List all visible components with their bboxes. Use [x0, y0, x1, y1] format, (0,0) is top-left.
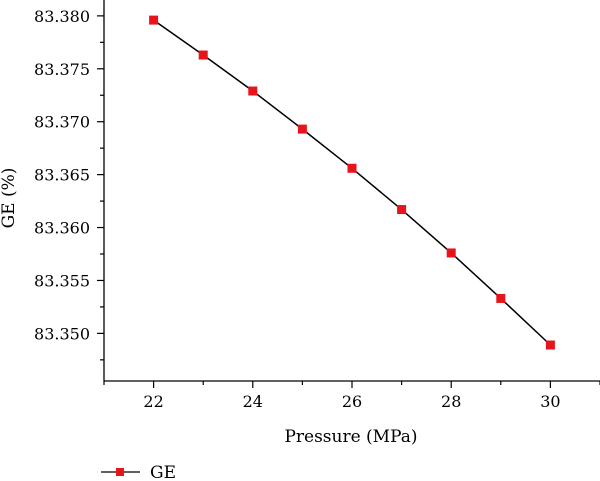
y-tick-label: 83.380	[34, 7, 90, 26]
y-axis-ticks: 83.350 83.355 83.360 83.365 83.370 83.375 83.3…	[34, 7, 104, 361]
data-point	[545, 340, 555, 350]
y-tick-label: 83.375	[34, 60, 90, 79]
x-axis-title: Pressure (MPa)	[284, 427, 417, 447]
x-tick-label: 26	[342, 392, 362, 411]
y-tick-label: 83.365	[34, 166, 90, 185]
data-point	[248, 86, 258, 96]
x-axis-ticks: 22 24 26 28 30	[103, 381, 600, 411]
y-axis-title: GE (%)	[0, 168, 19, 229]
x-tick-label: 28	[441, 392, 461, 411]
plot-series	[149, 15, 555, 350]
series-line	[153, 19, 551, 346]
data-point	[149, 15, 159, 25]
data-point	[198, 50, 208, 60]
legend: GE	[101, 463, 176, 481]
data-point	[496, 293, 506, 303]
data-point	[397, 205, 407, 215]
data-point	[347, 163, 357, 173]
legend-label: GE	[150, 463, 176, 481]
axes	[103, 0, 600, 382]
y-tick-label: 83.350	[34, 324, 90, 343]
y-tick-label: 83.355	[34, 271, 90, 290]
x-tick-label: 22	[143, 392, 163, 411]
data-point	[446, 248, 456, 258]
legend-marker	[116, 468, 124, 476]
y-tick-label: 83.360	[34, 219, 90, 238]
data-point	[297, 124, 307, 134]
y-tick-label: 83.370	[34, 113, 90, 132]
x-tick-label: 30	[540, 392, 560, 411]
x-tick-label: 24	[243, 392, 263, 411]
